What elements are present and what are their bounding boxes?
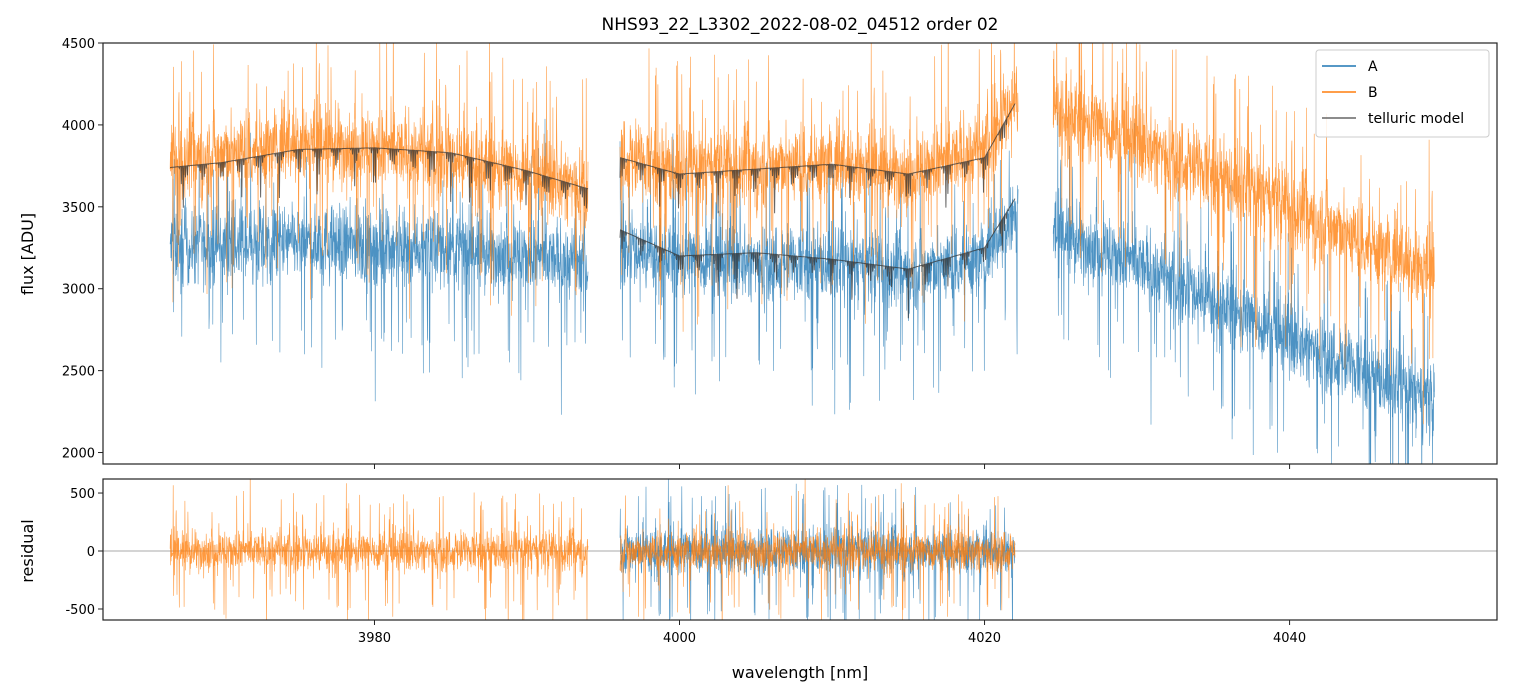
x-axis-label: wavelength [nm] [732,663,869,682]
y-tick-label: -500 [65,603,95,618]
y-tick-label: 2000 [62,447,95,462]
y-tick-label: 500 [70,487,95,502]
flux-a-segment-1 [619,133,1019,415]
flux-plot-area [169,43,1435,464]
flux-b-segment-1 [619,43,1019,332]
x-tick-label: 4020 [968,631,1001,646]
legend-label-a: A [1368,59,1378,75]
y-tick-label: 3000 [62,283,95,298]
flux-b-segment-0 [169,43,589,319]
residual-b-segment-0 [169,479,589,620]
y-tick-label: 4000 [62,119,95,134]
flux-axes-frame [102,42,1498,465]
y-tick-label: 0 [87,545,95,560]
legend: A B telluric model [1315,49,1490,138]
flux-telluric-model-a-segment-0 [619,198,1016,319]
legend-label-b: B [1368,85,1378,101]
flux-telluric-model-b-segment-0 [170,147,589,209]
y-axis-label-residual: residual [18,519,37,582]
y-tick-label: 4500 [62,37,95,52]
flux-b-segment-2 [1052,43,1435,425]
flux-a-segment-0 [169,118,589,415]
y-tick-label: 3500 [62,201,95,216]
residual-axes-frame [102,478,1498,621]
flux-a-segment-2 [1052,112,1435,464]
residual-b-segment-1 [619,479,1016,620]
y-tick-label: 2500 [62,365,95,380]
legend-label-telluric: telluric model [1368,111,1464,127]
flux-telluric-model-b-segment-1 [619,103,1016,214]
y-axis-label-flux: flux [ADU] [18,213,37,295]
residual-plot-area [103,479,1497,620]
x-tick-label: 4040 [1273,631,1306,646]
x-tick-label: 3980 [358,631,391,646]
x-tick-label: 4000 [663,631,696,646]
chart-title: NHS93_22_L3302_2022-08-02_04512 order 02 [602,15,999,35]
